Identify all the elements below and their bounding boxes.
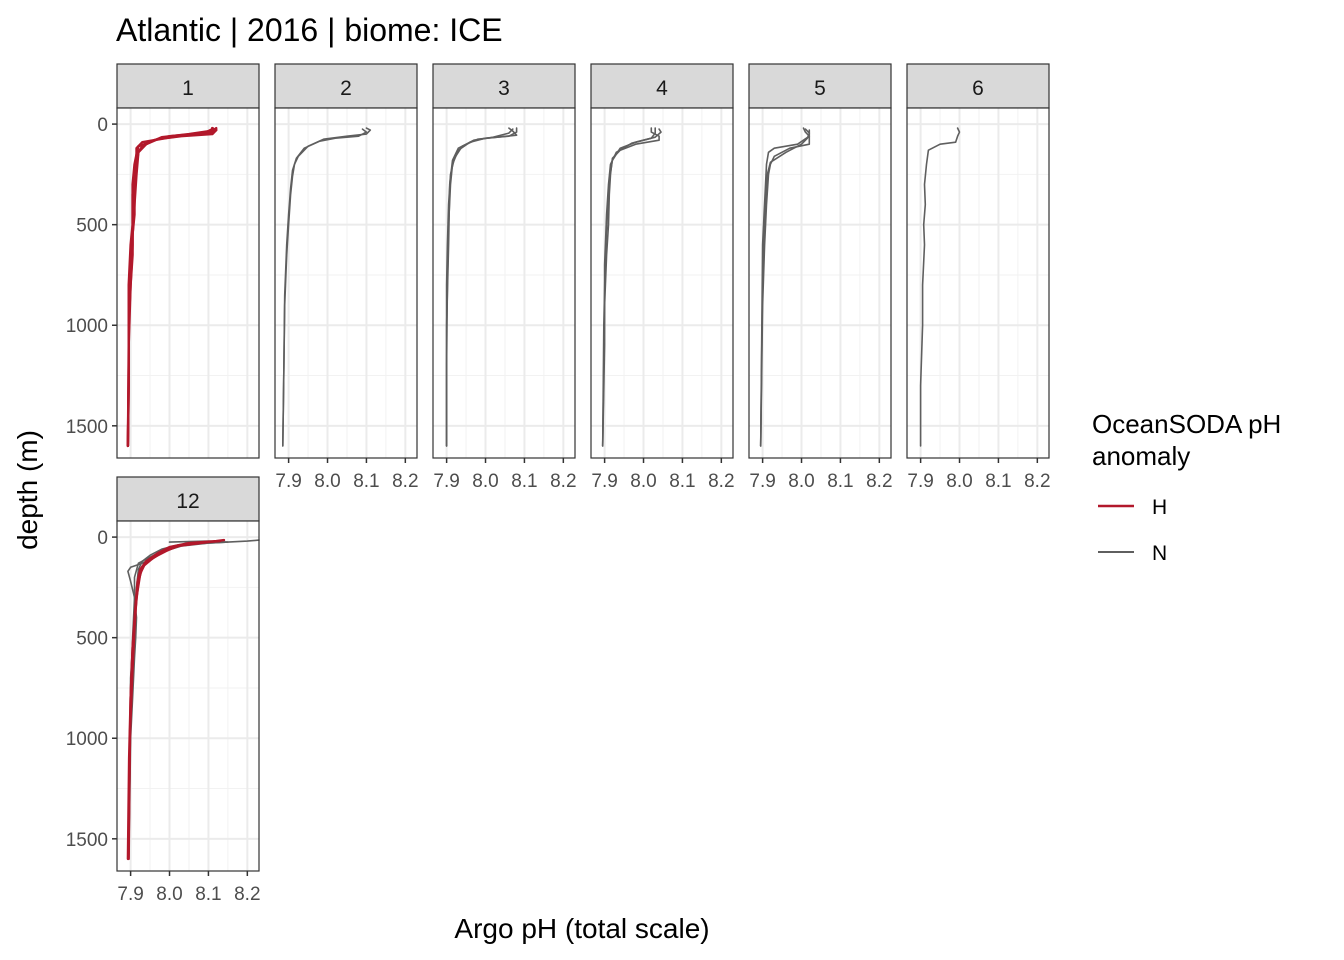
facet-panel-12: 12 0 500 1000 1500 7.9 8.0 8.1 8.2 xyxy=(66,476,261,905)
profile-line-N xyxy=(281,128,368,447)
profile-line-N xyxy=(601,128,662,447)
x-tick-label: 8.0 xyxy=(630,471,656,492)
x-tick-label: 8.0 xyxy=(156,884,182,905)
facet-strip-label: 2 xyxy=(340,77,352,100)
x-tick-label: 8.1 xyxy=(669,471,695,492)
y-tick-label: 1500 xyxy=(66,830,108,851)
x-tick-label: 8.1 xyxy=(827,471,853,492)
facet-strip xyxy=(274,63,418,109)
legend-title-line-1: OceanSODA pH xyxy=(1092,409,1281,439)
facet-strip xyxy=(116,63,260,109)
y-tick-label: 500 xyxy=(76,629,108,650)
facet-panel-1: 1 0 500 1000 1500 xyxy=(66,63,260,459)
profile-line-H xyxy=(126,126,214,448)
profile-line-H xyxy=(127,540,206,861)
y-axis-title: depth (m) xyxy=(12,430,43,550)
x-tick-label: 8.1 xyxy=(195,884,221,905)
facet-strip xyxy=(906,63,1050,109)
panel-background xyxy=(749,108,891,458)
panel-border xyxy=(116,107,260,459)
panel-border xyxy=(116,520,260,872)
y-tick-label: 1500 xyxy=(66,417,108,438)
y-tick-label: 1000 xyxy=(66,729,108,750)
facet-strip xyxy=(590,63,734,109)
panel-background xyxy=(907,108,1049,458)
x-tick-label: 8.2 xyxy=(392,471,418,492)
panel-border xyxy=(748,107,892,459)
panel-background xyxy=(117,521,259,871)
x-tick-label: 7.9 xyxy=(591,471,617,492)
legend-entries: HN xyxy=(1098,496,1167,565)
y-tick-label: 1000 xyxy=(66,316,108,337)
facet-strip-label: 3 xyxy=(498,77,510,100)
facet-strip-label: 4 xyxy=(656,77,668,100)
panel-border xyxy=(274,107,418,459)
legend: OceanSODA pH anomaly HN xyxy=(1092,409,1281,565)
profile-line-N xyxy=(445,128,514,447)
facet-panel-2: 2 7.9 8.0 8.1 8.2 xyxy=(274,63,419,492)
x-tick-label: 7.9 xyxy=(117,884,143,905)
x-tick-label: 8.0 xyxy=(946,471,972,492)
x-tick-label: 7.9 xyxy=(907,471,933,492)
x-tick-label: 8.0 xyxy=(314,471,340,492)
x-tick-label: 8.1 xyxy=(511,471,537,492)
facet-panel-4: 4 7.9 8.0 8.1 8.2 xyxy=(590,63,735,492)
panel-background xyxy=(275,108,417,458)
facet-strip xyxy=(748,63,892,109)
chart-title: Atlantic | 2016 | biome: ICE xyxy=(116,12,503,48)
y-tick-label: 0 xyxy=(97,115,108,136)
y-tick-label: 0 xyxy=(97,528,108,549)
x-tick-label: 8.1 xyxy=(353,471,379,492)
facet-strip xyxy=(432,63,576,109)
panel-background xyxy=(433,108,575,458)
panel-background xyxy=(117,108,259,458)
x-tick-label: 7.9 xyxy=(275,471,301,492)
facet-strip-label: 1 xyxy=(182,77,194,100)
x-tick-label: 7.9 xyxy=(433,471,459,492)
x-tick-label: 8.0 xyxy=(472,471,498,492)
x-tick-label: 8.2 xyxy=(1024,471,1050,492)
x-tick-label: 7.9 xyxy=(749,471,775,492)
y-tick-label: 500 xyxy=(76,216,108,237)
facet-strip-label: 6 xyxy=(972,77,984,100)
facet-panel-3: 3 7.9 8.0 8.1 8.2 xyxy=(432,63,577,492)
facet-strip-label: 12 xyxy=(176,490,199,513)
x-tick-label: 8.2 xyxy=(234,884,260,905)
facet-strip-label: 5 xyxy=(814,77,826,100)
legend-title-line-2: anomaly xyxy=(1092,441,1190,471)
x-tick-label: 8.0 xyxy=(788,471,814,492)
facet-panel-6: 6 7.9 8.0 8.1 8.2 xyxy=(906,63,1051,492)
profile-line-N xyxy=(759,129,811,447)
legend-label-H: H xyxy=(1152,496,1167,519)
x-tick-label: 8.2 xyxy=(550,471,576,492)
panel-background xyxy=(591,108,733,458)
x-tick-label: 8.2 xyxy=(866,471,892,492)
panel-border xyxy=(906,107,1050,459)
legend-label-N: N xyxy=(1152,542,1167,565)
x-axis-title: Argo pH (total scale) xyxy=(454,913,709,944)
panel-border xyxy=(432,107,576,459)
x-tick-label: 8.1 xyxy=(985,471,1011,492)
facet-panel-5: 5 7.9 8.0 8.1 8.2 xyxy=(748,63,893,492)
x-tick-label: 8.2 xyxy=(708,471,734,492)
panel-border xyxy=(590,107,734,459)
profile-line-N xyxy=(919,127,961,447)
